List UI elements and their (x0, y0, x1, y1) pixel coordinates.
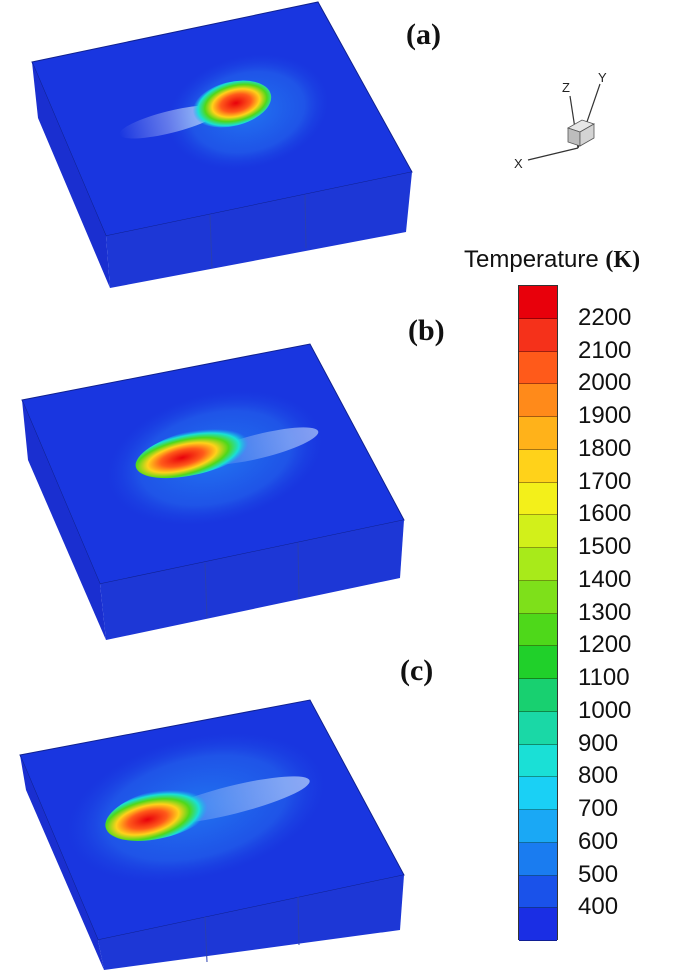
colorbar-band (519, 842, 557, 876)
colorbar-band (519, 384, 557, 417)
colorbar-band (519, 548, 557, 581)
melt-pool-c (105, 787, 215, 841)
colorbar-band (519, 351, 557, 385)
block-c-front (98, 875, 404, 970)
block-a-front (106, 172, 412, 288)
colorbar-tick-label: 1500 (578, 533, 632, 560)
colorbar-title: Temperature (K) (464, 246, 640, 274)
colorbar-band (519, 482, 557, 516)
colorbar-band (519, 810, 557, 843)
panel-label-a: (a) (406, 18, 441, 51)
colorbar-band (519, 679, 557, 712)
colorbar-tick-label: 1700 (578, 467, 632, 495)
colorbar-tick-label: 2100 (578, 336, 632, 364)
colorbar-title-text: Temperature (464, 246, 599, 273)
colorbar-band (519, 613, 557, 647)
colorbar-tick-label: 1300 (578, 598, 632, 626)
colorbar-tick-label: 900 (578, 729, 619, 757)
colorbar-tick-label: 400 (578, 893, 619, 921)
block-a-left (32, 62, 110, 288)
colorbar-tick-label: 1600 (578, 500, 632, 528)
colorbar-band (519, 744, 557, 778)
panel-label-b: (b) (408, 314, 445, 347)
colorbar-band (519, 449, 557, 483)
colorbar-tick-label: 1000 (578, 696, 632, 724)
axis-x-label: X (514, 156, 523, 171)
colorbar-band (519, 417, 557, 450)
substrate-block-b (21, 343, 405, 640)
colorbar-tick-label: 1800 (578, 434, 632, 462)
colorbar-band (519, 286, 557, 319)
colorbar-tick-label: 1900 (578, 402, 632, 429)
colorbar-tick-label: 700 (578, 795, 619, 822)
block-b-left (22, 400, 106, 640)
colorbar-tick-label: 1200 (578, 631, 632, 659)
colorbar-tick-label: 1400 (578, 565, 632, 593)
melt-pool-a (192, 80, 272, 128)
colorbar-band (519, 711, 557, 745)
colorbar-band (519, 515, 557, 548)
colorbar-tick-label: 1100 (578, 664, 630, 691)
colorbar-tick-label: 800 (578, 762, 619, 790)
colorbar-tick-label: 2000 (578, 369, 632, 397)
substrate-block-c (19, 699, 405, 970)
colorbar-tick-label: 600 (578, 827, 619, 855)
axis-z-label: Z (562, 80, 570, 95)
colorbar-unit: (K) (605, 247, 641, 273)
colorbar-band (519, 777, 557, 810)
melt-pool-b (135, 425, 257, 479)
colorbar (518, 285, 558, 941)
axis-y-label: Y (598, 70, 607, 85)
colorbar-band (519, 875, 557, 909)
substrate-block-a (31, 1, 413, 288)
axis-triad: X Z Y (514, 70, 607, 171)
colorbar-band (519, 646, 557, 679)
block-b-front (100, 520, 404, 640)
colorbar-tick-label: 2200 (578, 303, 632, 331)
panel-label-c: (c) (400, 654, 434, 687)
block-c-left (20, 755, 104, 970)
colorbar-band (519, 318, 557, 352)
colorbar-band (519, 580, 557, 614)
colorbar-tick-label: 500 (578, 860, 619, 888)
colorbar-band (519, 908, 557, 941)
